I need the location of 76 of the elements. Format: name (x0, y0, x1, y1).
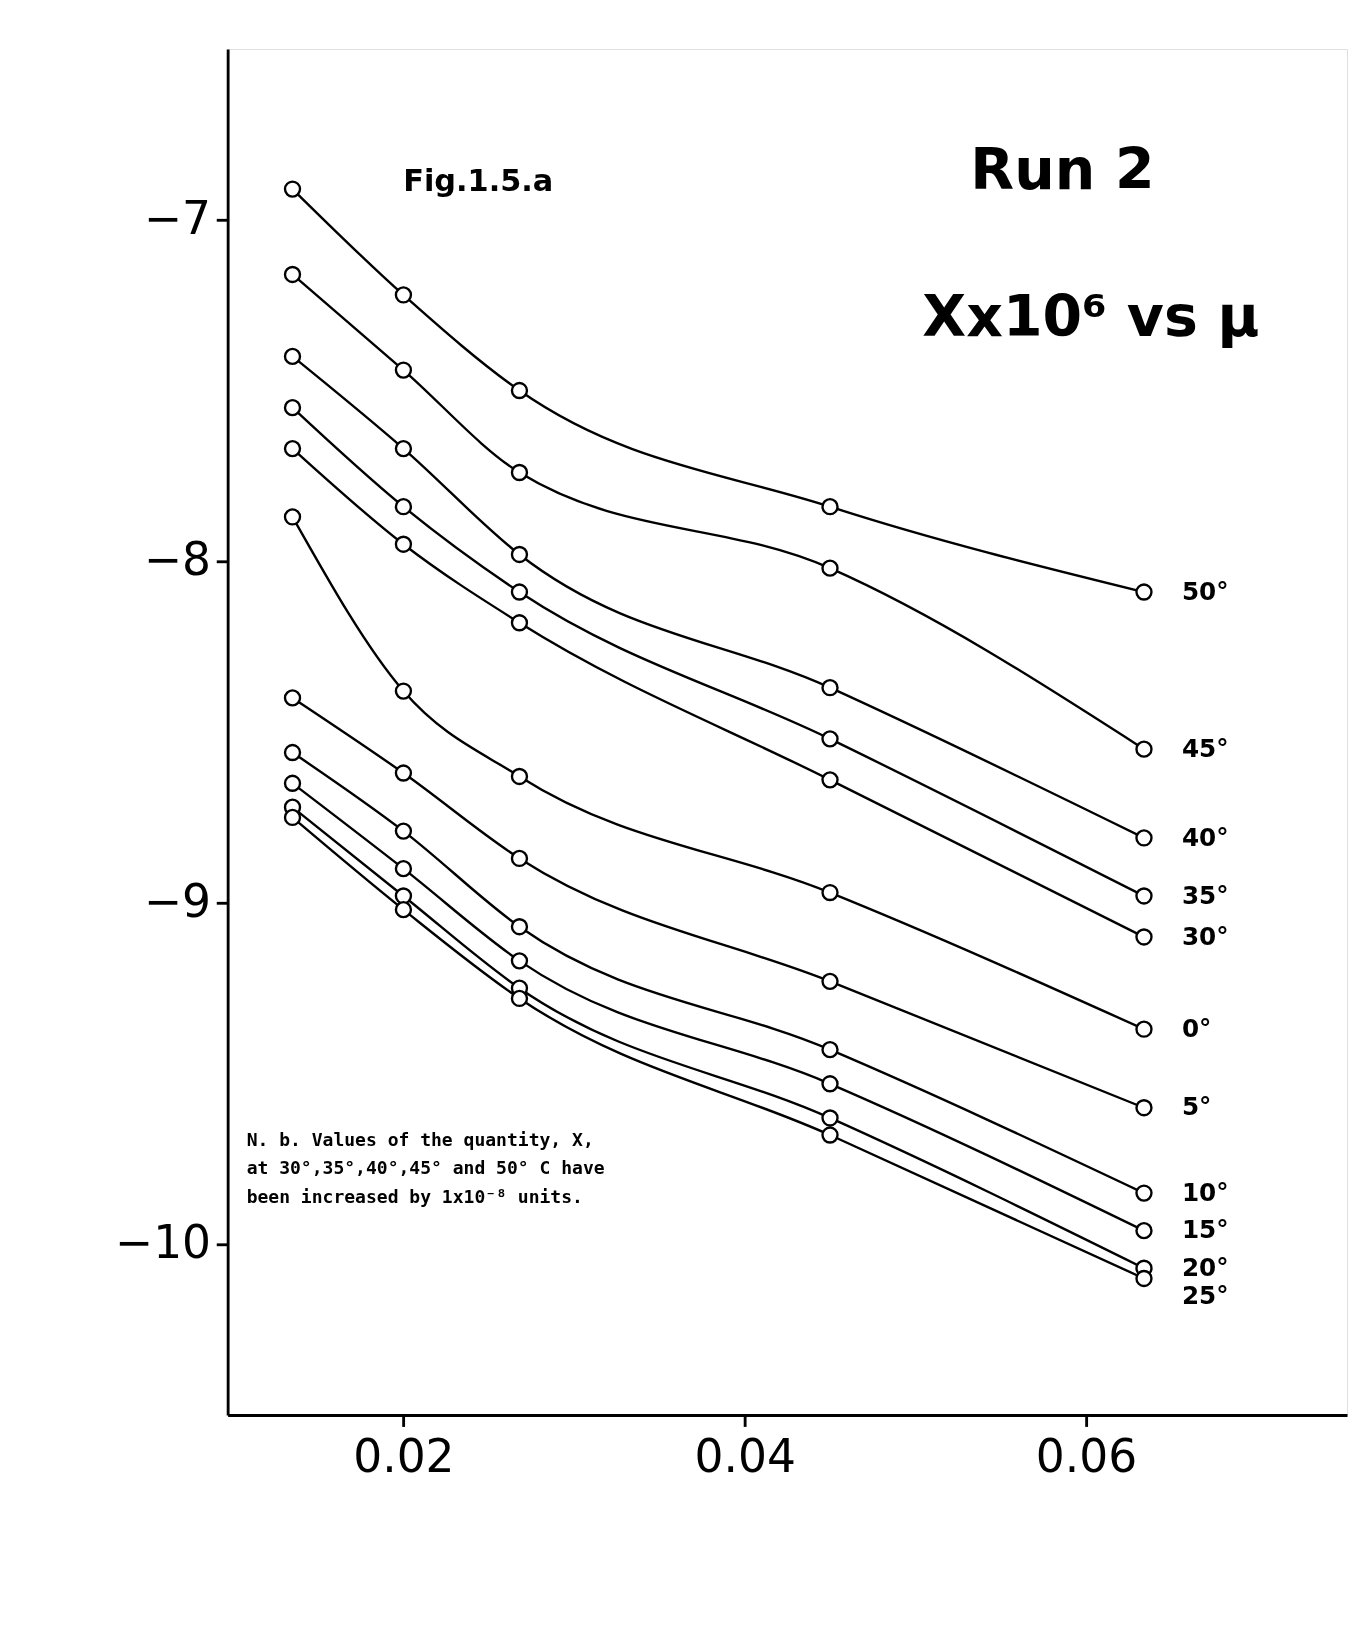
point (510, 614, 529, 632)
series-label: 25° (1181, 1281, 1229, 1311)
point (283, 743, 302, 762)
series-label: 30° (1181, 921, 1229, 951)
point (283, 347, 302, 366)
point (1135, 740, 1153, 758)
y-tick-label: −9 (143, 874, 212, 928)
point (283, 774, 302, 792)
point (394, 439, 413, 458)
point (283, 265, 302, 284)
point (394, 682, 413, 700)
annotation: Fig.1.5.a (403, 163, 554, 199)
point (821, 730, 839, 748)
series-label: 20° (1181, 1252, 1229, 1282)
point (821, 1109, 839, 1127)
series-label: 50° (1181, 576, 1229, 606)
point (510, 849, 529, 868)
series-label: 0° (1181, 1013, 1212, 1043)
point (821, 1126, 839, 1144)
point (283, 508, 302, 526)
y-tick-label: −8 (143, 533, 212, 587)
point (283, 180, 302, 198)
series-label: 35° (1181, 880, 1229, 910)
point (510, 918, 529, 936)
point (510, 767, 529, 786)
y-tick-label: −7 (143, 191, 212, 245)
point (510, 989, 529, 1008)
series-label: 5° (1181, 1092, 1212, 1122)
annotation: at 30°,35°,40°,45° and 50° C have (246, 1157, 605, 1179)
point (510, 952, 529, 970)
point (510, 463, 529, 482)
series-label: 45° (1181, 733, 1229, 763)
annotation: N. b. Values of the quantity, X, (246, 1128, 594, 1150)
point (394, 764, 413, 782)
point (821, 771, 839, 789)
point (821, 972, 839, 991)
point (394, 535, 413, 553)
point (1135, 1099, 1153, 1117)
point (510, 381, 529, 400)
point (821, 1075, 839, 1093)
point (821, 1040, 839, 1059)
point (821, 497, 839, 516)
point (1135, 928, 1153, 946)
text: Xx10⁶ vs μ (922, 283, 1260, 350)
point (821, 678, 839, 697)
point (1135, 1221, 1153, 1240)
point (394, 822, 413, 840)
point (1135, 583, 1153, 601)
point (1135, 887, 1153, 905)
point (394, 286, 413, 304)
point (394, 497, 413, 516)
point (394, 859, 413, 878)
text: Run 2 (970, 136, 1155, 203)
point (283, 398, 302, 417)
x-tick-label: 0.02 (353, 1430, 455, 1484)
x-tick-label: 0.04 (694, 1430, 796, 1484)
series-label: 15° (1181, 1215, 1229, 1245)
point (394, 361, 413, 379)
point (1135, 1020, 1153, 1038)
point (283, 689, 302, 707)
y-tick-label: −10 (115, 1216, 212, 1270)
series-label: 10° (1181, 1177, 1229, 1207)
point (1135, 829, 1153, 847)
point (821, 559, 839, 577)
point (283, 808, 302, 827)
point (394, 900, 413, 919)
point (1135, 1269, 1153, 1288)
point (394, 887, 413, 905)
point (510, 545, 529, 564)
point (1135, 1184, 1153, 1202)
point (283, 439, 302, 458)
x-tick-label: 0.06 (1035, 1430, 1138, 1484)
point (510, 583, 529, 601)
annotation: been increased by 1x10⁻⁸ units. (246, 1185, 583, 1207)
series-label: 40° (1181, 822, 1229, 852)
point (821, 883, 839, 902)
